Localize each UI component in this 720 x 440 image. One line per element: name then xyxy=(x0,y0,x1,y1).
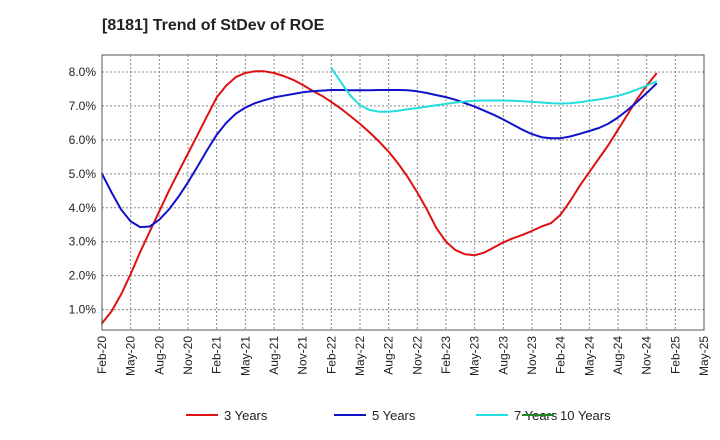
x-tick-label: Nov-21 xyxy=(296,336,310,375)
x-tick-label: Feb-22 xyxy=(324,336,338,374)
x-tick-label: Aug-20 xyxy=(152,336,166,375)
x-tick-label: Feb-21 xyxy=(210,336,224,374)
series-layer xyxy=(101,66,658,325)
x-tick-label: Feb-23 xyxy=(439,336,453,374)
legend: 3 Years 5 Years 7 Years 10 Years xyxy=(186,408,611,423)
grid-lines xyxy=(101,55,705,330)
x-axis-ticks: Feb-20 May-20 Aug-20 Nov-20 Feb-21 May-21 Aug-… xyxy=(95,336,711,376)
x-tick-label: Feb-24 xyxy=(554,336,568,374)
x-tick-label: Nov-23 xyxy=(525,336,539,375)
x-tick-label: Feb-25 xyxy=(668,336,682,374)
plot-area-border xyxy=(101,54,705,331)
y-axis-ticks: 1.0% 2.0% 3.0% 4.0% 5.0% 6.0% 7.0% 8.0% xyxy=(69,65,97,317)
legend-label-10-years: 10 Years xyxy=(560,408,611,423)
x-tick-label: May-24 xyxy=(582,336,596,376)
x-tick-label: Aug-22 xyxy=(382,336,396,375)
y-tick-label: 5.0% xyxy=(69,167,97,181)
series-line-3-years xyxy=(101,70,658,325)
x-tick-label: Nov-22 xyxy=(410,336,424,375)
x-tick-label: Aug-21 xyxy=(267,336,281,375)
chart-title: [8181] Trend of StDev of ROE xyxy=(102,17,325,34)
series-line-5-years xyxy=(101,82,658,229)
x-tick-label: May-20 xyxy=(124,336,138,376)
x-tick-label: May-25 xyxy=(697,336,711,376)
y-tick-label: 2.0% xyxy=(69,269,97,283)
x-tick-label: Nov-24 xyxy=(640,336,654,375)
x-tick-label: May-21 xyxy=(238,336,252,376)
y-tick-label: 7.0% xyxy=(69,99,97,113)
x-tick-label: May-23 xyxy=(468,336,482,376)
y-tick-label: 4.0% xyxy=(69,201,97,215)
x-tick-label: Feb-20 xyxy=(95,336,109,374)
legend-label-5-years: 5 Years xyxy=(372,408,416,423)
series-line-7-years xyxy=(330,66,658,113)
x-tick-label: Aug-24 xyxy=(611,336,625,375)
y-tick-label: 3.0% xyxy=(69,235,97,249)
y-tick-label: 1.0% xyxy=(69,303,97,317)
legend-label-3-years: 3 Years xyxy=(224,408,268,423)
x-tick-label: May-22 xyxy=(353,336,367,376)
x-tick-label: Nov-20 xyxy=(181,336,195,375)
y-tick-label: 6.0% xyxy=(69,133,97,147)
x-tick-label: Aug-23 xyxy=(496,336,510,375)
y-tick-label: 8.0% xyxy=(69,65,97,79)
